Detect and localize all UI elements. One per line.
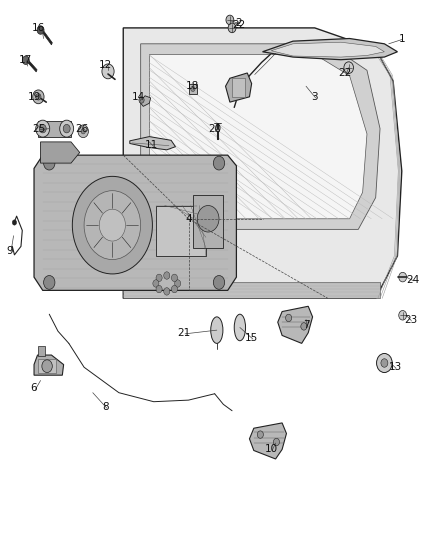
Text: 2: 2 <box>235 18 242 28</box>
Text: 7: 7 <box>303 320 309 330</box>
Circle shape <box>78 125 88 138</box>
Circle shape <box>156 285 162 293</box>
Polygon shape <box>26 58 37 72</box>
Circle shape <box>63 124 70 133</box>
Text: 11: 11 <box>145 140 158 150</box>
Circle shape <box>164 288 170 295</box>
Circle shape <box>226 15 234 25</box>
Circle shape <box>191 86 195 92</box>
Text: 22: 22 <box>339 68 352 78</box>
Polygon shape <box>262 38 397 60</box>
Circle shape <box>72 176 152 274</box>
Circle shape <box>164 272 170 279</box>
Polygon shape <box>39 346 45 356</box>
Circle shape <box>39 124 46 133</box>
Text: 3: 3 <box>311 92 318 102</box>
Text: 14: 14 <box>132 92 145 102</box>
Text: 9: 9 <box>7 246 14 256</box>
Polygon shape <box>41 28 52 45</box>
Polygon shape <box>123 282 380 298</box>
Circle shape <box>60 120 74 137</box>
Text: 23: 23 <box>404 314 417 325</box>
Circle shape <box>286 314 292 321</box>
Ellipse shape <box>234 314 246 341</box>
Polygon shape <box>226 73 252 102</box>
Text: 4: 4 <box>185 214 192 224</box>
Polygon shape <box>39 120 71 136</box>
Text: 15: 15 <box>245 333 258 343</box>
Polygon shape <box>130 136 176 150</box>
Text: 20: 20 <box>208 124 221 134</box>
Circle shape <box>344 62 353 74</box>
Circle shape <box>139 97 144 103</box>
Circle shape <box>175 280 181 287</box>
Text: 13: 13 <box>389 362 402 372</box>
Text: 22: 22 <box>232 20 245 30</box>
Circle shape <box>37 26 44 34</box>
Circle shape <box>213 156 225 170</box>
Text: 8: 8 <box>102 402 109 412</box>
Circle shape <box>273 438 279 446</box>
Bar <box>156 206 206 256</box>
Polygon shape <box>123 28 402 298</box>
Circle shape <box>44 276 55 289</box>
Polygon shape <box>271 42 385 57</box>
Text: 6: 6 <box>31 383 37 393</box>
Circle shape <box>257 431 263 438</box>
Text: 24: 24 <box>406 274 419 285</box>
Circle shape <box>399 272 406 282</box>
Text: 12: 12 <box>99 60 113 70</box>
Text: 1: 1 <box>399 34 405 44</box>
Text: 18: 18 <box>186 81 200 91</box>
Text: 16: 16 <box>32 23 45 33</box>
Circle shape <box>197 206 219 232</box>
Circle shape <box>33 90 44 104</box>
Circle shape <box>22 56 29 64</box>
Circle shape <box>99 209 125 241</box>
Text: 17: 17 <box>19 55 32 64</box>
Polygon shape <box>34 155 237 290</box>
Circle shape <box>81 128 85 134</box>
Polygon shape <box>278 306 313 343</box>
Circle shape <box>171 274 177 281</box>
Text: 10: 10 <box>265 445 278 455</box>
Polygon shape <box>250 423 286 459</box>
Circle shape <box>399 311 406 320</box>
Bar <box>188 84 197 94</box>
Text: 21: 21 <box>177 328 191 338</box>
Polygon shape <box>215 128 219 131</box>
Circle shape <box>171 285 177 293</box>
Circle shape <box>381 359 388 367</box>
Bar <box>232 78 245 97</box>
Circle shape <box>156 274 162 281</box>
Circle shape <box>42 360 52 373</box>
Circle shape <box>84 191 141 260</box>
Circle shape <box>301 322 307 330</box>
Circle shape <box>102 64 114 79</box>
Circle shape <box>153 280 159 287</box>
Text: 19: 19 <box>28 92 41 102</box>
Circle shape <box>228 23 236 33</box>
Circle shape <box>12 220 17 225</box>
Circle shape <box>44 156 55 170</box>
Text: 25: 25 <box>32 124 45 134</box>
Circle shape <box>213 276 225 289</box>
Polygon shape <box>34 355 64 375</box>
Bar <box>39 359 56 373</box>
Circle shape <box>36 120 49 137</box>
Ellipse shape <box>211 317 223 343</box>
Text: 26: 26 <box>75 124 88 134</box>
Circle shape <box>377 353 392 373</box>
Polygon shape <box>141 44 380 229</box>
Bar <box>193 195 223 248</box>
Circle shape <box>36 94 41 100</box>
Polygon shape <box>140 96 151 107</box>
Polygon shape <box>149 54 367 219</box>
Polygon shape <box>41 142 80 163</box>
